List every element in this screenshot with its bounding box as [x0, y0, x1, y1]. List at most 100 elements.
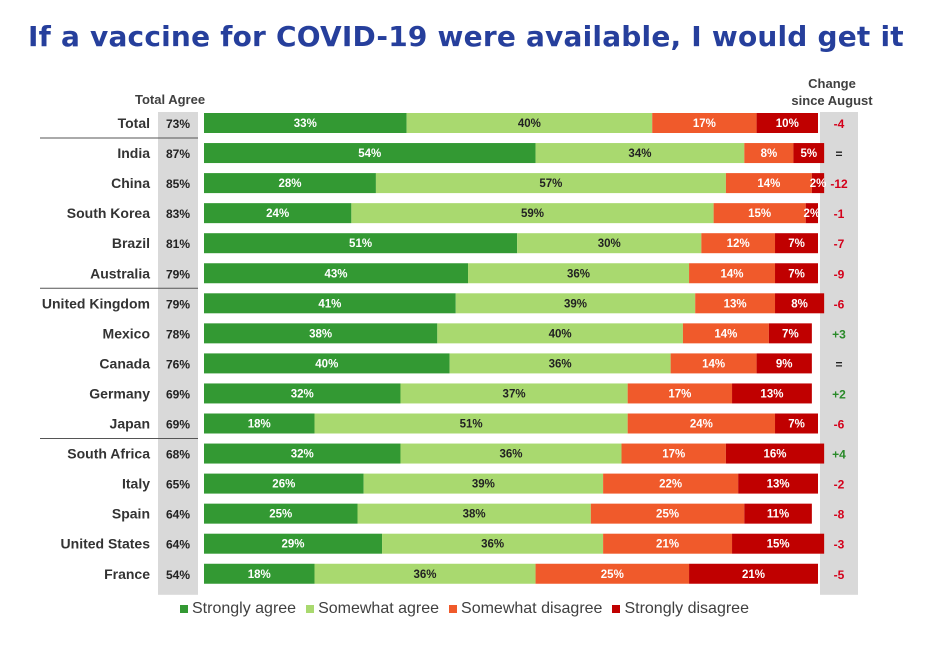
total-agree-value-united-kingdom: 79%: [166, 297, 190, 311]
data-label-somewhat-disagree-mexico: 14%: [714, 328, 737, 340]
change-value-china: -12: [830, 177, 848, 191]
total-agree-column-bg: [158, 112, 198, 595]
data-label-strongly-agree-south-africa: 32%: [291, 449, 314, 461]
bar-somewhat-disagree-japan: [627, 413, 776, 434]
data-label-strongly-disagree-total: 10%: [776, 118, 799, 130]
category-label-china: China: [111, 175, 150, 191]
total-agree-value-mexico: 78%: [166, 327, 190, 341]
bar-somewhat-disagree-france: [535, 563, 690, 584]
total-agree-value-japan: 69%: [166, 418, 190, 432]
data-label-somewhat-disagree-united-states: 21%: [656, 539, 679, 551]
bar-somewhat-disagree-united-kingdom: [695, 293, 776, 314]
data-label-somewhat-disagree-japan: 24%: [690, 419, 713, 431]
data-label-somewhat-agree-spain: 38%: [463, 509, 486, 521]
data-label-somewhat-disagree-spain: 25%: [656, 509, 679, 521]
bar-somewhat-disagree-south-korea: [713, 203, 806, 224]
bar-somewhat-disagree-south-africa: [621, 443, 726, 464]
bar-row-united-kingdom: United Kingdom 79% 41% 39% 13% 8% -6: [42, 293, 845, 314]
bar-row-mexico: Mexico 78% 38% 40% 14% 7% +3: [103, 323, 846, 344]
bar-row-south-korea: South Korea 83% 24% 59% 15% 2% -1: [67, 203, 845, 224]
data-label-somewhat-agree-mexico: 40%: [549, 328, 572, 340]
bar-strongly-disagree-south-africa: [725, 443, 825, 464]
bar-strongly-disagree-total: [756, 113, 818, 133]
data-label-strongly-disagree-germany: 13%: [760, 388, 783, 400]
bar-somewhat-disagree-india: [744, 143, 794, 164]
bar-row-australia: Australia 79% 43% 36% 14% 7% -9: [90, 263, 845, 284]
data-label-strongly-agree-australia: 43%: [324, 268, 347, 280]
data-label-somewhat-disagree-india: 8%: [761, 148, 778, 160]
category-label-spain: Spain: [112, 506, 150, 522]
bar-row-china: China 85% 28% 57% 14% 2% -12: [111, 173, 848, 194]
bar-strongly-disagree-japan: [775, 413, 818, 434]
data-label-strongly-agree-mexico: 38%: [309, 328, 332, 340]
bar-somewhat-disagree-total: [652, 113, 757, 133]
category-label-south-korea: South Korea: [67, 205, 150, 221]
bar-strongly-disagree-brazil: [775, 233, 818, 254]
bar-row-total: Total 73% 33% 40% 17% 10% -4: [118, 113, 845, 133]
total-agree-value-germany: 69%: [166, 387, 190, 401]
data-label-somewhat-disagree-china: 14%: [757, 178, 780, 190]
change-value-south-korea: -1: [834, 207, 845, 221]
legend-swatch-strongly-disagree: [612, 605, 621, 613]
data-label-strongly-agree-italy: 26%: [272, 479, 295, 491]
category-label-australia: Australia: [90, 265, 150, 281]
data-label-strongly-disagree-italy: 13%: [767, 479, 790, 491]
bar-strongly-disagree-united-kingdom: [775, 293, 825, 314]
data-label-strongly-disagree-japan: 7%: [788, 419, 805, 431]
category-label-canada: Canada: [99, 355, 150, 371]
change-value-brazil: -7: [834, 237, 845, 251]
data-label-somewhat-agree-brazil: 30%: [598, 238, 621, 250]
change-value-south-africa: +4: [832, 448, 846, 462]
data-label-somewhat-disagree-south-africa: 17%: [662, 449, 685, 461]
data-label-strongly-agree-china: 28%: [278, 178, 301, 190]
total-agree-value-india: 87%: [166, 147, 190, 161]
data-label-somewhat-disagree-united-kingdom: 13%: [724, 298, 747, 310]
data-label-strongly-agree-germany: 32%: [291, 388, 314, 400]
change-value-france: -5: [834, 568, 845, 582]
change-since-august-header: Change since August: [780, 75, 884, 109]
bar-strongly-agree-india: [204, 143, 536, 164]
bar-strongly-disagree-italy: [738, 473, 818, 494]
bar-strongly-disagree-mexico: [768, 323, 812, 344]
bar-strongly-agree-united-states: [204, 533, 383, 554]
legend-item-strongly-agree: Strongly agree: [180, 600, 296, 618]
bar-row-canada: Canada 76% 40% 36% 14% 9% =: [99, 353, 843, 374]
data-label-somewhat-disagree-brazil: 12%: [727, 238, 750, 250]
bar-somewhat-agree-italy: [363, 473, 604, 494]
bar-strongly-agree-south-korea: [204, 203, 352, 224]
data-label-somewhat-disagree-south-korea: 15%: [748, 208, 771, 220]
bar-somewhat-agree-france: [314, 563, 536, 584]
bar-somewhat-agree-total: [406, 113, 653, 133]
bar-somewhat-agree-india: [535, 143, 745, 164]
bar-strongly-disagree-south-korea: [805, 203, 818, 224]
data-label-somewhat-agree-japan: 51%: [460, 419, 483, 431]
category-label-total: Total: [118, 115, 150, 131]
bar-strongly-agree-canada: [204, 353, 450, 374]
data-label-somewhat-disagree-france: 25%: [601, 569, 624, 581]
bar-row-united-states: United States 64% 29% 36% 21% 15% -3: [61, 533, 845, 554]
change-value-germany: +2: [832, 387, 846, 401]
data-label-strongly-disagree-brazil: 7%: [788, 238, 805, 250]
bar-strongly-agree-australia: [204, 263, 469, 284]
bar-somewhat-disagree-italy: [603, 473, 739, 494]
data-label-somewhat-agree-italy: 39%: [472, 479, 495, 491]
data-label-strongly-agree-total: 33%: [294, 118, 317, 130]
legend-item-somewhat-agree: Somewhat agree: [306, 600, 439, 618]
bar-row-france: France 54% 18% 36% 25% 21% -5: [104, 563, 845, 584]
bar-row-spain: Spain 64% 25% 38% 25% 11% -8: [112, 503, 845, 524]
legend-label-strongly-disagree: Strongly disagree: [624, 600, 749, 617]
data-label-somewhat-agree-canada: 36%: [549, 358, 572, 370]
change-header-line2: since August: [791, 93, 873, 108]
total-agree-value-canada: 76%: [166, 357, 190, 371]
data-label-strongly-disagree-south-korea: 2%: [804, 208, 821, 220]
data-label-strongly-agree-india: 54%: [358, 148, 381, 160]
legend: Strongly agree Somewhat agree Somewhat d…: [180, 600, 749, 618]
bar-somewhat-disagree-china: [725, 173, 812, 194]
change-value-canada: =: [835, 357, 842, 371]
total-agree-value-south-africa: 68%: [166, 448, 190, 462]
change-header-line1: Change: [808, 76, 856, 91]
bar-somewhat-disagree-canada: [670, 353, 757, 374]
data-label-strongly-agree-united-kingdom: 41%: [318, 298, 341, 310]
legend-swatch-somewhat-disagree: [449, 605, 458, 613]
data-label-somewhat-agree-united-kingdom: 39%: [564, 298, 587, 310]
